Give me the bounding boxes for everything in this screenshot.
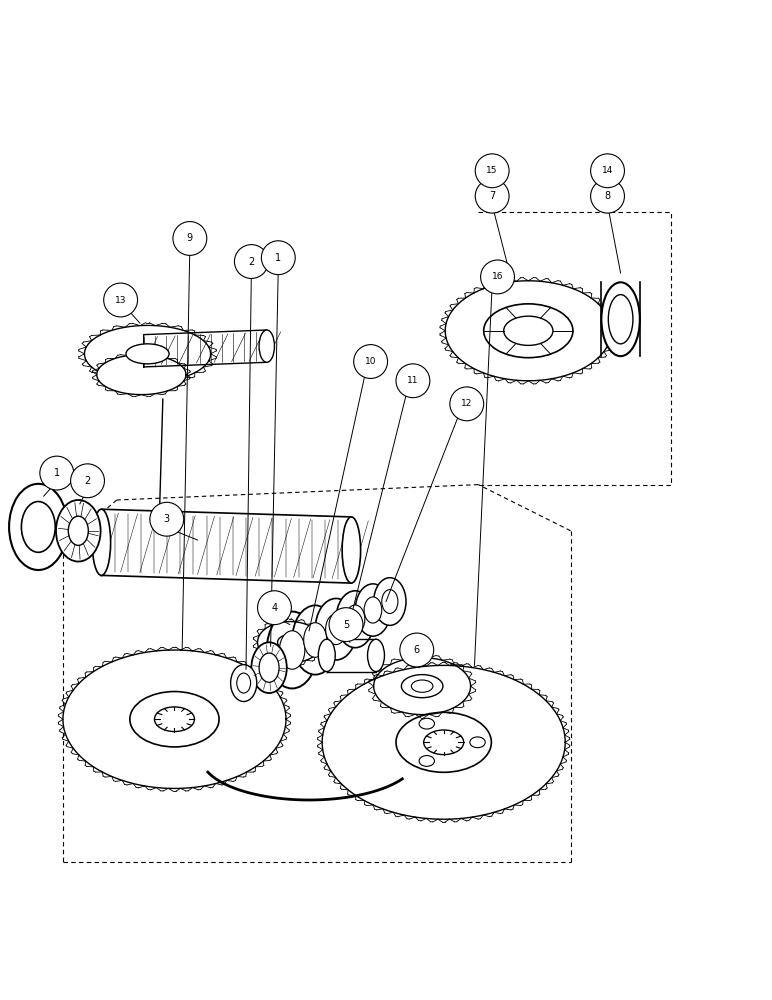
Ellipse shape (22, 502, 56, 552)
Ellipse shape (92, 509, 110, 575)
Circle shape (235, 245, 269, 278)
Ellipse shape (342, 517, 361, 583)
Text: 9: 9 (187, 233, 193, 243)
Ellipse shape (364, 597, 382, 623)
Circle shape (591, 179, 625, 213)
Text: 2: 2 (84, 476, 90, 486)
Text: 13: 13 (115, 296, 127, 305)
Ellipse shape (303, 623, 327, 657)
Ellipse shape (231, 665, 257, 702)
Polygon shape (374, 658, 471, 715)
Text: 7: 7 (489, 191, 496, 201)
Text: 15: 15 (486, 166, 498, 175)
Circle shape (40, 456, 73, 490)
Text: 16: 16 (492, 272, 503, 281)
Ellipse shape (503, 316, 553, 345)
Ellipse shape (411, 680, 433, 692)
Ellipse shape (68, 516, 88, 545)
Text: 8: 8 (604, 191, 611, 201)
Ellipse shape (367, 639, 384, 672)
Text: 1: 1 (54, 468, 60, 478)
Text: 14: 14 (602, 166, 613, 175)
Ellipse shape (419, 718, 435, 729)
Ellipse shape (355, 584, 391, 636)
Text: 12: 12 (461, 399, 472, 408)
Text: 6: 6 (414, 645, 420, 655)
Ellipse shape (318, 639, 335, 672)
Polygon shape (84, 325, 211, 382)
Ellipse shape (396, 712, 492, 772)
Ellipse shape (419, 756, 435, 766)
Text: 1: 1 (276, 253, 281, 263)
Polygon shape (258, 622, 322, 663)
Ellipse shape (237, 673, 251, 693)
Polygon shape (327, 639, 376, 672)
Ellipse shape (484, 304, 573, 358)
Ellipse shape (470, 737, 486, 748)
Ellipse shape (608, 295, 633, 344)
Ellipse shape (374, 578, 406, 625)
Ellipse shape (346, 605, 365, 633)
Circle shape (354, 345, 388, 378)
Text: 4: 4 (272, 603, 277, 613)
Circle shape (262, 241, 295, 275)
Circle shape (476, 179, 509, 213)
Polygon shape (96, 355, 186, 395)
Circle shape (396, 364, 430, 398)
Circle shape (450, 387, 484, 421)
Ellipse shape (252, 642, 286, 693)
Circle shape (173, 222, 207, 255)
Ellipse shape (278, 635, 302, 650)
Circle shape (481, 260, 514, 294)
Ellipse shape (424, 730, 464, 755)
Text: 10: 10 (365, 357, 377, 366)
Ellipse shape (401, 675, 443, 698)
Circle shape (591, 154, 625, 188)
Polygon shape (101, 509, 351, 583)
Ellipse shape (315, 598, 357, 660)
Ellipse shape (292, 605, 338, 675)
Ellipse shape (279, 631, 305, 669)
Ellipse shape (126, 344, 169, 364)
Ellipse shape (336, 591, 374, 648)
Ellipse shape (56, 500, 100, 562)
Ellipse shape (267, 612, 317, 688)
Circle shape (103, 283, 137, 317)
Ellipse shape (382, 590, 398, 613)
Circle shape (329, 608, 363, 642)
Ellipse shape (154, 707, 195, 732)
Ellipse shape (326, 614, 347, 645)
Circle shape (476, 154, 509, 188)
Ellipse shape (9, 484, 67, 570)
Circle shape (400, 633, 434, 667)
Circle shape (150, 502, 184, 536)
Polygon shape (63, 650, 286, 788)
Text: 2: 2 (249, 257, 255, 267)
Polygon shape (144, 330, 267, 367)
Polygon shape (322, 665, 565, 819)
Polygon shape (445, 281, 611, 381)
Circle shape (258, 591, 291, 625)
Text: 5: 5 (343, 620, 349, 630)
Circle shape (70, 464, 104, 498)
Ellipse shape (601, 282, 640, 356)
Ellipse shape (130, 692, 219, 747)
Ellipse shape (259, 330, 275, 362)
Text: 11: 11 (407, 376, 418, 385)
Text: 3: 3 (164, 514, 170, 524)
Ellipse shape (259, 653, 279, 682)
